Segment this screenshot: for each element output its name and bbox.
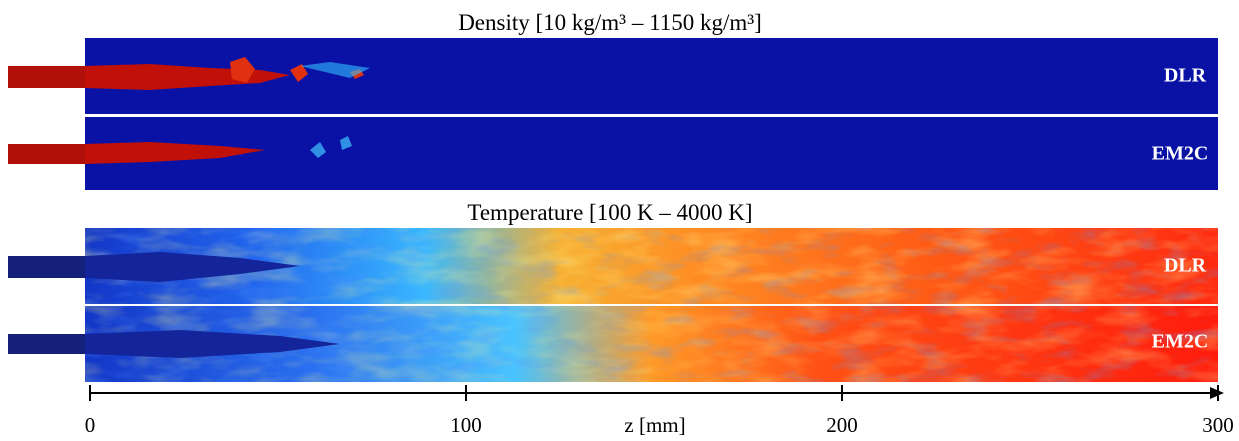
axis-label: z [mm] xyxy=(624,413,685,437)
tick-label: 200 xyxy=(826,413,858,437)
panel-label: DLR xyxy=(1164,65,1207,87)
density-em2c xyxy=(8,117,1218,190)
temperature-title: Temperature [100 K – 4000 K] xyxy=(467,200,752,225)
temperature-em2c xyxy=(8,306,1218,382)
panel-label: EM2C xyxy=(1152,331,1209,353)
panel-label: EM2C xyxy=(1152,143,1209,165)
tick-label: 0 xyxy=(85,413,96,437)
tick-label: 100 xyxy=(450,413,482,437)
temperature-dlr xyxy=(8,228,1218,304)
density-title: Density [10 kg/m³ – 1150 kg/m³] xyxy=(458,10,762,35)
density-dlr xyxy=(8,38,1218,114)
panel-label: DLR xyxy=(1164,255,1207,277)
axis-ticks: 0 100 200 300 xyxy=(85,385,1234,437)
tick-label: 300 xyxy=(1202,413,1234,437)
